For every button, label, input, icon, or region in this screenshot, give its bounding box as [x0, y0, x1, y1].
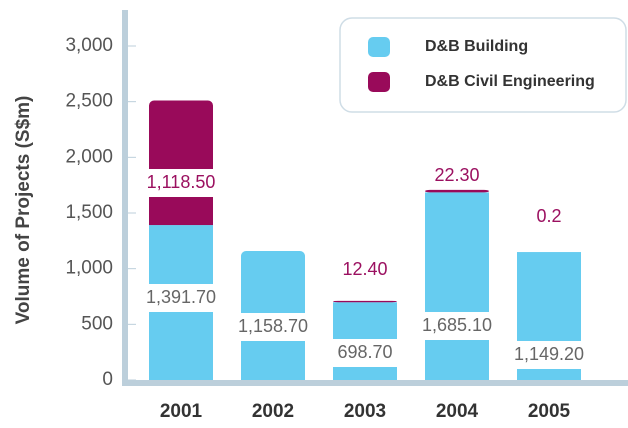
value-label: 12.40	[342, 259, 387, 279]
value-label: 1,158.70	[238, 316, 308, 336]
bar-segment	[425, 192, 489, 380]
value-label: 1,118.50	[147, 172, 216, 192]
bar-segment	[425, 189, 489, 193]
value-label: 22.30	[434, 165, 479, 185]
bar-segment-fill	[149, 105, 213, 226]
legend-swatch	[368, 37, 390, 57]
label-bg	[425, 312, 489, 340]
y-tick-label: 0	[102, 369, 113, 390]
x-tick-label: 2002	[252, 401, 294, 422]
legend-swatch	[368, 72, 390, 92]
y-tick-label: 2,000	[65, 146, 113, 167]
legend-box	[339, 17, 627, 113]
label-bg	[149, 169, 213, 197]
label-bg	[241, 313, 305, 341]
legend-label: D&B Civil Engineering	[425, 73, 595, 90]
label-bg	[333, 339, 397, 367]
value-label: 1,391.70	[146, 287, 216, 307]
x-tick-label: 2005	[528, 401, 571, 422]
y-tick-label: 1,000	[65, 258, 113, 279]
value-label: 1,685.10	[422, 315, 492, 335]
bar-segment	[333, 300, 397, 303]
y-axis	[122, 10, 128, 384]
y-tick-label: 3,000	[65, 35, 113, 56]
y-tick-label: 500	[81, 313, 113, 334]
y-tick-label: 2,500	[65, 91, 113, 112]
value-label: 1,149.20	[514, 344, 584, 364]
x-tick-label: 2004	[436, 401, 479, 422]
x-tick-label: 2003	[344, 401, 386, 422]
label-bg	[149, 284, 213, 312]
y-axis-label: Volume of Projects (S$m)	[13, 96, 34, 325]
y-tick-label: 1,500	[65, 202, 113, 223]
value-label: 698.70	[337, 342, 392, 362]
label-bg	[517, 341, 581, 369]
x-axis	[122, 380, 628, 386]
x-tick-label: 2001	[160, 401, 203, 422]
legend-label: D&B Building	[425, 38, 528, 55]
value-label: 0.2	[536, 206, 561, 226]
